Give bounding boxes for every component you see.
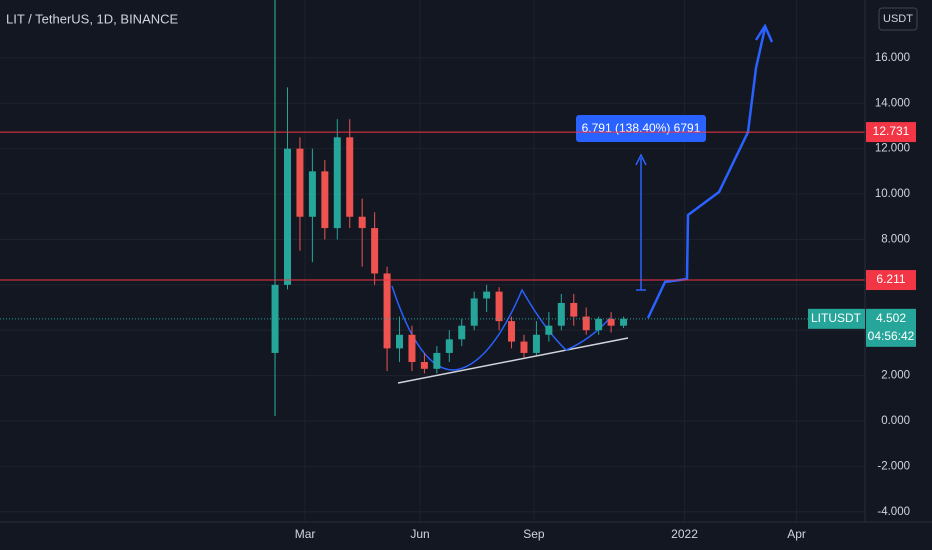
candle-body — [570, 302, 578, 317]
candle-body — [321, 171, 329, 229]
last-price-label: 4.502 — [876, 311, 906, 325]
symbol-label: LITUSDT — [811, 311, 862, 325]
candle-body — [308, 171, 316, 217]
candle-body — [445, 339, 453, 353]
candles — [0, 87, 865, 415]
candle-body — [271, 284, 279, 353]
candle-body — [557, 302, 565, 326]
y-tick-label: -4.000 — [877, 506, 910, 518]
candle-body — [508, 321, 516, 342]
candle-body — [346, 137, 354, 217]
y-tick-label: 14.000 — [875, 97, 910, 109]
candle-body — [333, 137, 341, 229]
grid — [0, 0, 865, 522]
level-label-box — [866, 122, 916, 143]
countdown-label: 04:56:42 — [868, 329, 915, 343]
x-tick-label: Jun — [410, 527, 429, 541]
y-tick-label: 16.000 — [875, 52, 910, 64]
candle-body — [408, 334, 416, 362]
axis-labels: -4.000-2.0000.0002.0004.0006.0008.00010.… — [295, 52, 916, 541]
level-label-box — [866, 270, 916, 291]
y-tick-label: 2.000 — [881, 370, 910, 382]
currency-box[interactable] — [878, 7, 918, 31]
candle-body — [620, 318, 628, 326]
symbol-box — [808, 308, 865, 329]
x-tick-label: 2022 — [671, 527, 698, 541]
measure-arrow — [635, 153, 647, 166]
candle-body — [358, 216, 366, 229]
y-tick-label: 10.000 — [875, 188, 910, 200]
y-tick-label: -2.000 — [877, 460, 910, 472]
candle-body — [458, 325, 466, 340]
candle-body — [284, 148, 292, 285]
candle-body — [371, 228, 379, 274]
candle-body — [520, 341, 528, 353]
y-tick-label: 0.000 — [881, 415, 910, 427]
pattern-curve — [391, 285, 611, 371]
x-tick-label: Apr — [787, 527, 806, 541]
candle-body — [383, 273, 391, 349]
candle-body — [532, 334, 540, 353]
trend-line — [397, 337, 629, 384]
x-tick-label: Mar — [295, 527, 316, 541]
level-label: 12.731 — [873, 124, 910, 138]
candle-body — [483, 291, 491, 299]
candle-body — [495, 291, 503, 322]
candle-body — [433, 352, 441, 369]
candle-body — [595, 318, 603, 331]
measure-box — [576, 115, 706, 142]
projection-arrow — [754, 23, 774, 43]
currency-label: USDT — [883, 13, 913, 25]
candle-body — [582, 316, 590, 331]
candle-body — [420, 361, 428, 369]
measure-label: 6.791 (138.40%) 6791 — [582, 121, 701, 135]
candle-body — [470, 298, 478, 326]
candle-body — [296, 148, 304, 217]
last-price-box — [866, 308, 916, 347]
y-tick-label: 12.000 — [875, 143, 910, 155]
level-label: 6.211 — [876, 272, 905, 286]
projection-path — [646, 27, 767, 319]
candle-body — [545, 325, 553, 335]
y-tick-label: 8.000 — [881, 233, 910, 245]
x-tick-label: Sep — [523, 527, 545, 541]
candle-body — [607, 318, 615, 326]
chart-title: LIT / TetherUS, 1D, BINANCE — [6, 11, 179, 26]
candle-body — [396, 334, 404, 349]
